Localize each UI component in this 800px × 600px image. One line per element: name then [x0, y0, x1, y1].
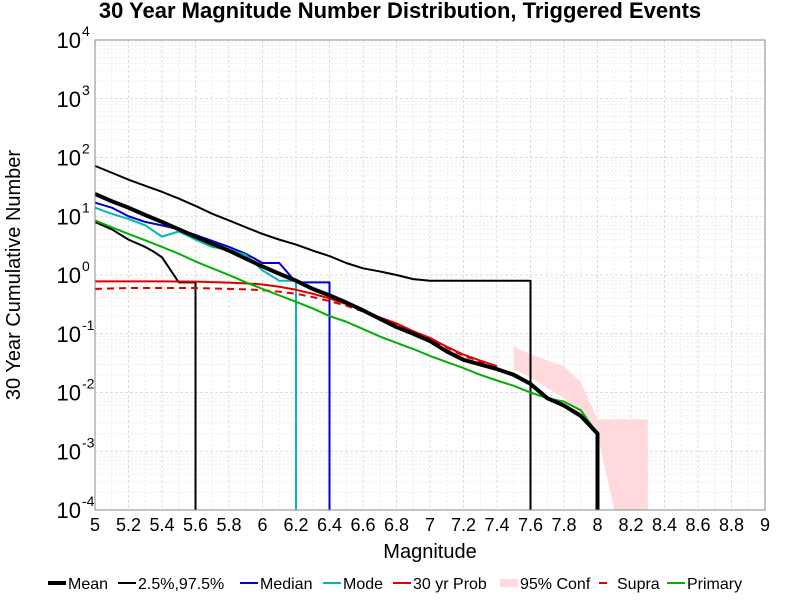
y-tick-exponent: 3 — [82, 82, 90, 98]
legend-label: 2.5%,97.5% — [138, 576, 224, 593]
x-tick-label: 6.8 — [384, 515, 409, 535]
x-ticks: 5 5.2 5.4 5.6 5.8 6 6.2 6.4 6.6 6.8 7 7.2 7.4 7.6 7.8 8… — [90, 515, 770, 535]
y-tick-base: 10 — [57, 263, 81, 288]
y-tick-base: 10 — [57, 28, 81, 53]
chart-title: 30 Year Magnitude Number Distribution, T… — [99, 0, 701, 23]
y-tick-base: 10 — [57, 322, 81, 347]
legend-item-median: Median — [240, 576, 312, 593]
x-tick-label: 6.2 — [283, 515, 308, 535]
x-tick-label: 5.2 — [116, 515, 141, 535]
legend-label: Median — [260, 576, 312, 593]
y-tick-label: 10 -1 — [57, 317, 95, 347]
confidence-band — [513, 346, 648, 510]
y-tick-exponent: -2 — [82, 376, 95, 392]
x-tick-label: 7.2 — [451, 515, 476, 535]
x-tick-label: 8 — [592, 515, 602, 535]
band-95-conf — [513, 346, 648, 510]
y-tick-exponent: 4 — [82, 23, 90, 39]
series-line-supra — [94, 287, 498, 369]
legend-label: Mode — [343, 576, 383, 593]
y-tick-exponent: -4 — [82, 493, 95, 509]
y-tick-label: 10 3 — [57, 82, 90, 112]
legend-item-95-conf: 95% Conf — [500, 576, 591, 593]
legend-item-primary: Primary — [667, 576, 742, 593]
legend-item-30-yr-prob: 30 yr Prob — [393, 576, 487, 593]
x-tick-label: 5 — [90, 515, 100, 535]
x-tick-label: 6.4 — [317, 515, 342, 535]
series-line-mean — [94, 192, 600, 510]
legend-item-mean: Mean — [48, 576, 108, 593]
x-tick-label: 5.6 — [183, 515, 208, 535]
legend-label: 95% Conf — [520, 576, 591, 593]
y-tick-base: 10 — [57, 204, 81, 229]
legend-item-mode: Mode — [323, 576, 383, 593]
x-tick-label: 6.6 — [350, 515, 375, 535]
y-tick-base: 10 — [57, 381, 81, 406]
legend-item-supra: Supra — [599, 576, 660, 593]
x-tick-label: 8.2 — [618, 515, 643, 535]
x-axis-label: Magnitude — [383, 541, 476, 563]
y-tick-label: 10 4 — [57, 23, 90, 53]
x-tick-label: 7.4 — [484, 515, 509, 535]
series-line-30-yr-prob — [95, 280, 498, 368]
x-tick-label: 7.6 — [518, 515, 543, 535]
y-tick-base: 10 — [57, 146, 81, 171]
series-line-2-5-97-5 — [94, 164, 532, 510]
y-tick-label: 10 -4 — [57, 493, 95, 523]
y-tick-base: 10 — [57, 498, 81, 523]
y-tick-base: 10 — [57, 87, 81, 112]
series-line-median — [94, 201, 331, 510]
legend: Mean 2.5%,97.5% Median Mode 30 yr Prob 95% Co… — [48, 576, 742, 593]
y-tick-exponent: 1 — [82, 199, 90, 215]
x-tick-label: 8.6 — [685, 515, 710, 535]
x-tick-label: 9 — [760, 515, 770, 535]
y-tick-exponent: -1 — [82, 317, 95, 333]
y-tick-exponent: -3 — [82, 434, 95, 450]
y-tick-label: 10 2 — [57, 141, 90, 171]
legend-label: Mean — [68, 576, 108, 593]
series-line-mode — [94, 206, 297, 510]
x-tick-label: 8.8 — [719, 515, 744, 535]
y-tick-label: 10 1 — [57, 199, 90, 229]
x-tick-label: 5.8 — [216, 515, 241, 535]
y-tick-exponent: 2 — [82, 141, 90, 157]
y-tick-exponent: 0 — [82, 258, 90, 274]
x-tick-label: 7 — [425, 515, 435, 535]
legend-label: Primary — [687, 576, 742, 593]
legend-label: 30 yr Prob — [413, 576, 487, 593]
x-tick-label: 8.4 — [652, 515, 677, 535]
y-axis-label: 30 Year Cumulative Number — [3, 150, 25, 400]
y-tick-base: 10 — [57, 439, 81, 464]
plot-frame — [94, 39, 766, 511]
legend-label: Supra — [617, 576, 660, 593]
y-tick-label: 10 -3 — [57, 434, 95, 464]
y-tick-label: 10 0 — [57, 258, 90, 288]
x-tick-label: 5.4 — [149, 515, 174, 535]
x-tick-label: 6 — [257, 515, 267, 535]
series-lines — [94, 164, 600, 510]
y-tick-label: 10 -2 — [57, 376, 95, 406]
x-tick-label: 7.8 — [551, 515, 576, 535]
series-line-primary — [94, 219, 599, 510]
legend-item-2-5-97-5: 2.5%,97.5% — [118, 576, 224, 593]
